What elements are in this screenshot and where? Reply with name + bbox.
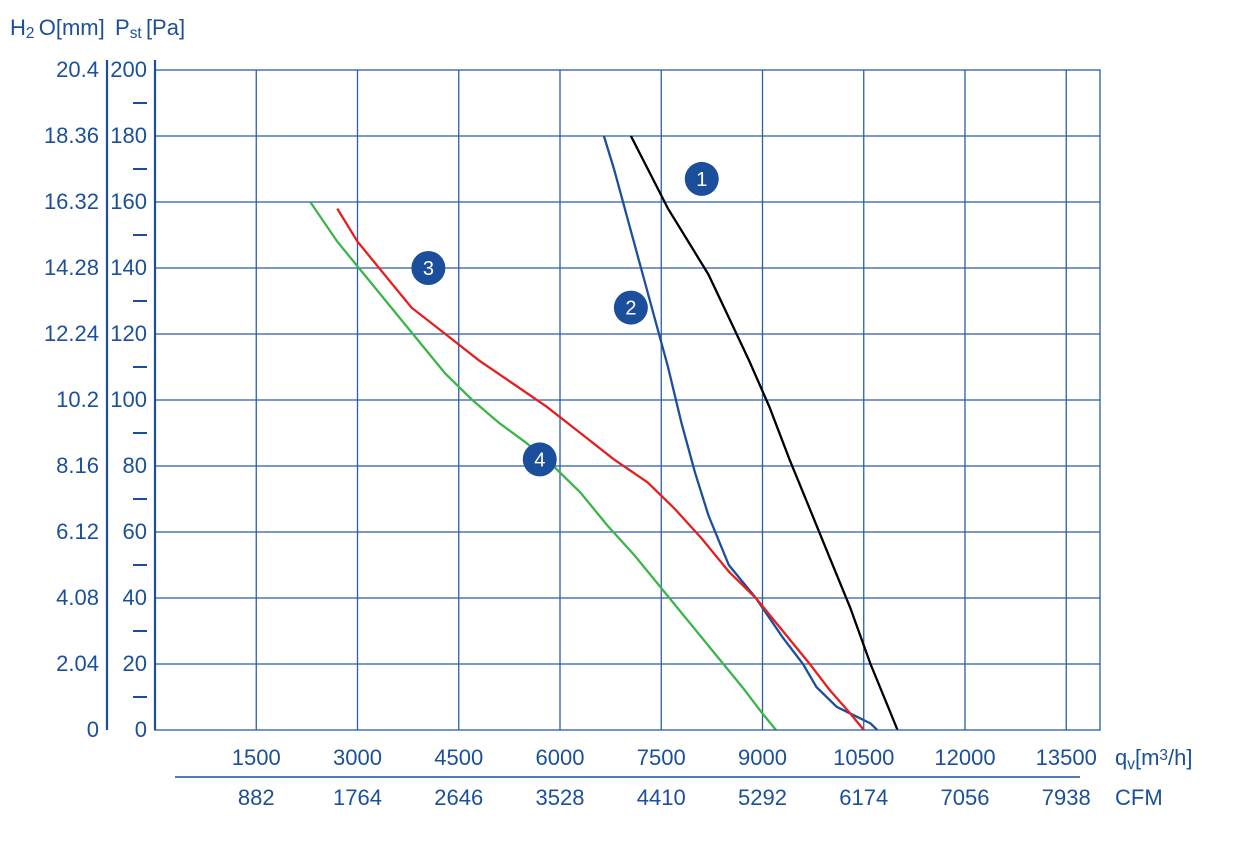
ytick-h2o: 6.12 <box>56 519 99 544</box>
ytick-pa: 80 <box>123 453 147 478</box>
xtick-m3h: 9000 <box>738 745 787 770</box>
ytick-pa: 20 <box>123 651 147 676</box>
ytick-h2o: 2.04 <box>56 651 99 676</box>
ytick-pa: 120 <box>110 321 147 346</box>
fan-curve-chart: 0 0 20 2.04 40 4.08 60 6.12 80 8.16 100 10.2 120 12.2… <box>0 0 1255 864</box>
xtick-cfm: 5292 <box>738 785 787 810</box>
series-marker-1: 1 <box>685 162 719 196</box>
ytick-h2o: 0 <box>87 717 99 742</box>
ytick-pa: 40 <box>123 585 147 610</box>
ytick-h2o: 18.36 <box>44 123 99 148</box>
ytick-h2o: 16.32 <box>44 189 99 214</box>
svg-text:3: 3 <box>423 258 434 280</box>
xtick-cfm: 1764 <box>333 785 382 810</box>
xtick-m3h: 10500 <box>833 745 894 770</box>
ytick-h2o: 12.24 <box>44 321 99 346</box>
ytick-h2o: 4.08 <box>56 585 99 610</box>
xtick-m3h: 13500 <box>1036 745 1097 770</box>
ytick-pa: 180 <box>110 123 147 148</box>
xtick-m3h: 3000 <box>333 745 382 770</box>
xtick-cfm: 7938 <box>1042 785 1091 810</box>
x-axis-title-cfm: CFM <box>1115 785 1163 810</box>
ytick-h2o: 8.16 <box>56 453 99 478</box>
xtick-m3h: 7500 <box>637 745 686 770</box>
ytick-pa: 0 <box>135 717 147 742</box>
ytick-h2o: 10.2 <box>56 387 99 412</box>
xtick-cfm: 6174 <box>839 785 888 810</box>
xtick-m3h: 6000 <box>536 745 585 770</box>
chart-svg: 0 0 20 2.04 40 4.08 60 6.12 80 8.16 100 10.2 120 12.2… <box>0 0 1255 864</box>
svg-text:4: 4 <box>534 449 545 471</box>
xtick-cfm: 882 <box>238 785 275 810</box>
ytick-pa: 100 <box>110 387 147 412</box>
xtick-m3h: 4500 <box>434 745 483 770</box>
ytick-h2o: 20.4 <box>56 57 99 82</box>
ytick-pa: 60 <box>123 519 147 544</box>
x-axis-title-qv: qv[m3/h] <box>1115 745 1192 773</box>
svg-text:1: 1 <box>696 169 707 191</box>
xtick-m3h: 12000 <box>934 745 995 770</box>
svg-text:2: 2 <box>625 298 636 320</box>
ytick-pa: 200 <box>110 57 147 82</box>
xtick-m3h: 1500 <box>232 745 281 770</box>
ytick-h2o: 14.28 <box>44 255 99 280</box>
series-marker-2: 2 <box>614 291 648 325</box>
xtick-cfm: 4410 <box>637 785 686 810</box>
ytick-pa: 140 <box>110 255 147 280</box>
y-axis-title-pst: Pst [Pa] <box>115 15 185 42</box>
xtick-cfm: 7056 <box>941 785 990 810</box>
series-marker-3: 3 <box>411 251 445 285</box>
ytick-pa: 160 <box>110 189 147 214</box>
series-marker-4: 4 <box>523 442 557 476</box>
y-axis-title-h2o: H2 O[mm] <box>10 15 105 42</box>
xtick-cfm: 2646 <box>434 785 483 810</box>
xtick-cfm: 3528 <box>536 785 585 810</box>
